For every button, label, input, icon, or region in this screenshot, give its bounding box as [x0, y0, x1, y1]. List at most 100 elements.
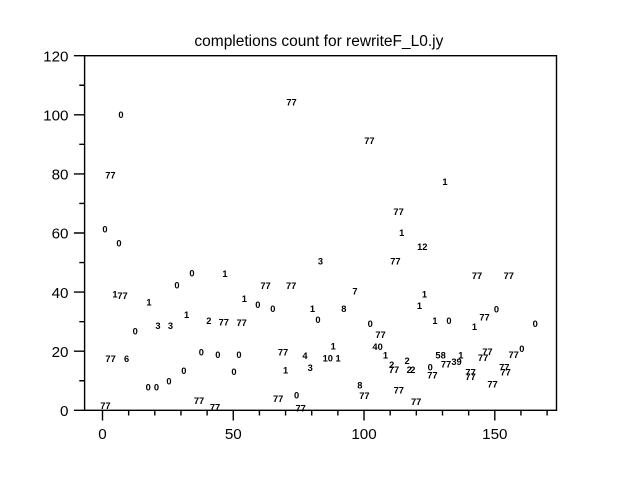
svg-text:0: 0 [270, 304, 275, 314]
svg-text:0: 0 [199, 348, 204, 358]
svg-text:2: 2 [389, 360, 394, 370]
svg-text:77: 77 [117, 291, 127, 301]
svg-text:0: 0 [255, 300, 260, 310]
svg-text:0: 0 [189, 268, 194, 278]
svg-text:1: 1 [222, 269, 227, 279]
svg-text:77: 77 [105, 354, 115, 364]
svg-text:1: 1 [331, 342, 336, 352]
svg-text:77: 77 [364, 136, 374, 146]
svg-text:77: 77 [499, 363, 509, 373]
svg-text:0: 0 [215, 350, 220, 360]
svg-text:0: 0 [166, 376, 171, 386]
svg-text:0: 0 [494, 304, 499, 314]
svg-text:77: 77 [500, 367, 510, 377]
svg-text:completions count for rewriteF: completions count for rewriteF_L0.jy [194, 33, 443, 50]
svg-text:77: 77 [390, 256, 400, 266]
svg-text:20: 20 [52, 344, 69, 361]
svg-text:3: 3 [168, 321, 173, 331]
svg-text:1: 1 [184, 310, 189, 320]
svg-text:1: 1 [242, 294, 247, 304]
svg-text:1: 1 [146, 297, 151, 307]
svg-text:10: 10 [323, 354, 333, 364]
svg-text:80: 80 [52, 167, 69, 184]
svg-text:120: 120 [43, 48, 68, 65]
svg-text:77: 77 [260, 281, 270, 291]
svg-text:77: 77 [100, 401, 110, 411]
svg-text:77: 77 [237, 318, 247, 328]
svg-text:2: 2 [405, 356, 410, 366]
svg-text:77: 77 [194, 396, 204, 406]
svg-text:0: 0 [154, 383, 159, 393]
svg-text:77: 77 [411, 397, 421, 407]
svg-text:2: 2 [410, 365, 415, 375]
svg-text:60: 60 [52, 226, 69, 243]
svg-text:1: 1 [399, 228, 404, 238]
svg-text:1: 1 [442, 177, 447, 187]
svg-text:0: 0 [146, 383, 151, 393]
svg-text:77: 77 [219, 318, 229, 328]
svg-text:40: 40 [52, 285, 69, 302]
svg-text:0: 0 [181, 366, 186, 376]
svg-text:1: 1 [310, 304, 315, 314]
svg-text:58: 58 [435, 350, 445, 360]
svg-text:0: 0 [236, 350, 241, 360]
svg-text:0: 0 [102, 224, 107, 234]
svg-text:77: 77 [465, 367, 475, 377]
svg-text:77: 77 [465, 372, 475, 382]
svg-text:1: 1 [383, 351, 388, 361]
svg-text:77: 77 [393, 207, 403, 217]
svg-text:1: 1 [112, 289, 117, 299]
svg-text:77: 77 [479, 313, 489, 323]
svg-text:100: 100 [43, 108, 68, 125]
svg-text:77: 77 [278, 348, 288, 358]
svg-text:1: 1 [458, 351, 463, 361]
svg-text:0: 0 [118, 110, 123, 120]
svg-text:77: 77 [210, 402, 220, 412]
svg-text:77: 77 [273, 394, 283, 404]
svg-text:8: 8 [357, 380, 362, 390]
svg-text:2: 2 [206, 316, 211, 326]
svg-text:150: 150 [482, 426, 507, 443]
svg-text:77: 77 [359, 391, 369, 401]
svg-text:0: 0 [231, 367, 236, 377]
svg-text:0: 0 [60, 403, 68, 420]
svg-text:0: 0 [116, 238, 121, 248]
svg-text:77: 77 [296, 403, 306, 413]
svg-text:0: 0 [315, 315, 320, 325]
svg-text:77: 77 [472, 271, 482, 281]
svg-text:1: 1 [472, 322, 477, 332]
svg-text:1: 1 [422, 289, 427, 299]
svg-text:77: 77 [286, 97, 296, 107]
svg-text:1: 1 [432, 316, 437, 326]
svg-text:3: 3 [155, 321, 160, 331]
svg-text:12: 12 [417, 242, 427, 252]
svg-text:0: 0 [533, 319, 538, 329]
svg-text:100: 100 [351, 426, 376, 443]
svg-text:0: 0 [446, 316, 451, 326]
svg-text:77: 77 [441, 359, 451, 369]
svg-text:0: 0 [174, 280, 179, 290]
svg-text:0: 0 [294, 391, 299, 401]
svg-text:40: 40 [372, 342, 382, 352]
svg-text:0: 0 [519, 344, 524, 354]
svg-text:50: 50 [225, 426, 242, 443]
svg-text:1: 1 [283, 365, 288, 375]
svg-text:77: 77 [427, 370, 437, 380]
svg-text:0: 0 [133, 327, 138, 337]
svg-text:77: 77 [487, 379, 497, 389]
svg-text:0: 0 [428, 363, 433, 373]
svg-text:4: 4 [302, 351, 308, 361]
svg-text:0: 0 [368, 319, 373, 329]
svg-text:2: 2 [407, 365, 412, 375]
svg-text:8: 8 [341, 304, 346, 314]
svg-text:7: 7 [352, 287, 357, 297]
svg-text:77: 77 [509, 350, 519, 360]
svg-text:1: 1 [336, 354, 341, 364]
svg-text:77: 77 [389, 365, 399, 375]
svg-text:6: 6 [124, 354, 129, 364]
svg-text:3: 3 [308, 363, 313, 373]
svg-text:77: 77 [478, 353, 488, 363]
svg-text:77: 77 [394, 386, 404, 396]
svg-text:0: 0 [98, 426, 106, 443]
svg-text:77: 77 [375, 330, 385, 340]
